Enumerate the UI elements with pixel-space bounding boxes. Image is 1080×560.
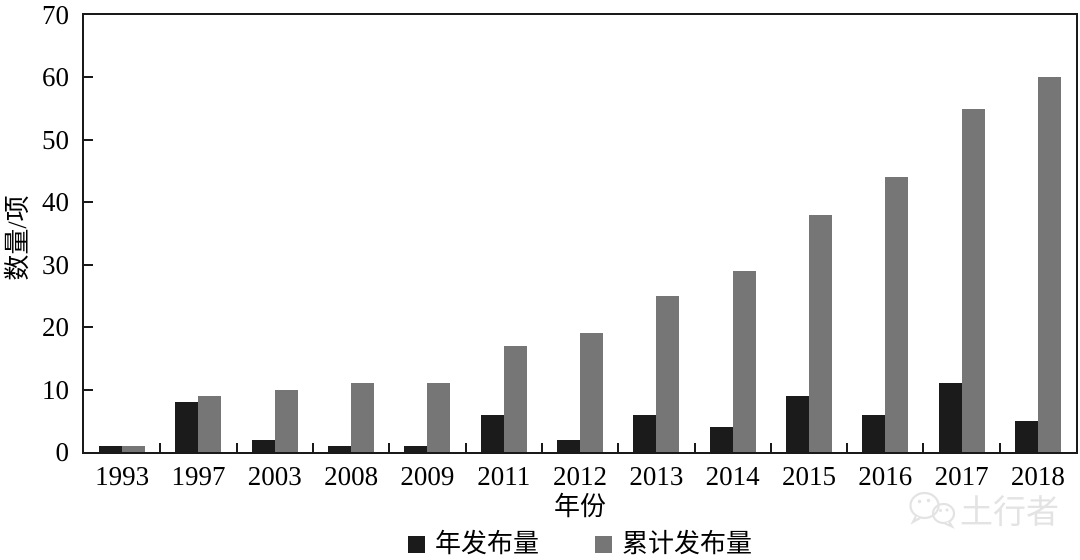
y-tick-20 xyxy=(84,326,93,329)
x-tick-label-2012: 2012 xyxy=(553,461,608,491)
legend-label-annual: 年发布量 xyxy=(434,529,539,558)
legend: 年发布量 累计发布量 xyxy=(82,529,1078,559)
bar-annual-2003 xyxy=(251,439,275,452)
bar-cumulative-2003 xyxy=(274,389,298,452)
x-tick-label-2008: 2008 xyxy=(324,461,379,491)
bar-annual-2017 xyxy=(938,383,962,452)
bar-annual-2012 xyxy=(557,439,581,452)
bar-cumulative-2008 xyxy=(351,383,375,452)
x-tick-7 xyxy=(617,443,620,452)
y-tick-label-10: 10 xyxy=(42,374,69,405)
bar-group-2008 xyxy=(313,15,389,452)
bar-group-2003 xyxy=(237,15,313,452)
x-tick-8 xyxy=(693,443,696,452)
x-tick-label-2017: 2017 xyxy=(934,461,989,491)
x-tick-label-2009: 2009 xyxy=(400,461,455,491)
bar-cumulative-2015 xyxy=(808,214,832,452)
y-tick-label-50: 50 xyxy=(42,124,69,155)
x-tick-2 xyxy=(235,443,238,452)
x-axis-title: 年份 xyxy=(553,492,606,521)
x-tick-label-2013: 2013 xyxy=(629,461,684,491)
x-tick-4 xyxy=(388,443,391,452)
legend-item-annual: 年发布量 xyxy=(407,529,539,558)
bar-cumulative-2016 xyxy=(885,177,909,452)
x-tick-label-2016: 2016 xyxy=(858,461,913,491)
bar-group-1997 xyxy=(160,15,236,452)
x-tick-12 xyxy=(998,443,1001,452)
y-tick-40 xyxy=(84,201,93,204)
x-tick-1 xyxy=(159,443,162,452)
x-tick-label-2018: 2018 xyxy=(1010,461,1065,491)
x-tick-3 xyxy=(311,443,314,452)
bar-cumulative-1997 xyxy=(198,395,222,452)
bar-annual-1997 xyxy=(175,402,199,452)
bar-annual-2014 xyxy=(709,427,733,452)
x-tick-9 xyxy=(769,443,772,452)
bar-cumulative-1993 xyxy=(122,445,146,452)
x-tick-label-2014: 2014 xyxy=(705,461,760,491)
bar-annual-2015 xyxy=(785,395,809,452)
x-tick-label-1997: 1997 xyxy=(171,461,226,491)
bar-cumulative-2014 xyxy=(732,271,756,452)
bar-annual-2008 xyxy=(328,445,352,452)
y-tick-label-0: 0 xyxy=(55,437,70,467)
x-tick-6 xyxy=(540,443,543,452)
bar-group-2018 xyxy=(1000,15,1076,452)
y-tick-label-40: 40 xyxy=(42,187,69,218)
x-tick-label-2011: 2011 xyxy=(477,461,531,491)
x-tick-label-2003: 2003 xyxy=(247,461,302,491)
y-tick-label-60: 60 xyxy=(42,62,69,93)
bar-annual-2018 xyxy=(1014,420,1038,452)
y-tick-label-70: 70 xyxy=(42,0,69,30)
bar-group-2017 xyxy=(923,15,999,452)
y-tick-60 xyxy=(84,76,93,79)
legend-item-cumulative: 累计发布量 xyxy=(595,530,752,558)
bar-annual-2011 xyxy=(480,414,504,452)
bar-group-2013 xyxy=(618,15,694,452)
bar-cumulative-2009 xyxy=(427,383,451,452)
x-tick-label-1993: 1993 xyxy=(95,461,150,491)
y-tick-10 xyxy=(84,388,93,391)
watermark: 土行者 xyxy=(907,488,1059,531)
x-tick-10 xyxy=(846,443,849,452)
bar-cumulative-2013 xyxy=(656,295,680,452)
bar-annual-2013 xyxy=(633,414,657,452)
bar-group-2011 xyxy=(466,15,542,452)
bar-group-2015 xyxy=(771,15,847,452)
bar-group-1993 xyxy=(84,15,160,452)
bar-annual-1993 xyxy=(99,445,123,452)
bar-groups xyxy=(84,15,1076,452)
bar-group-2016 xyxy=(847,15,923,452)
bar-annual-2009 xyxy=(404,445,428,452)
y-tick-30 xyxy=(84,263,93,266)
x-tick-label-2015: 2015 xyxy=(781,461,836,491)
x-tick-5 xyxy=(464,443,467,452)
bar-cumulative-2011 xyxy=(503,345,527,452)
plot-area xyxy=(82,13,1078,454)
bar-cumulative-2012 xyxy=(580,333,604,452)
legend-swatch-annual xyxy=(407,535,425,553)
y-tick-label-20: 20 xyxy=(42,312,69,343)
legend-label-cumulative: 累计发布量 xyxy=(622,529,753,558)
y-tick-50 xyxy=(84,138,93,141)
bar-group-2012 xyxy=(542,15,618,452)
bar-cumulative-2018 xyxy=(1037,77,1061,452)
watermark-text: 土行者 xyxy=(960,495,1059,531)
bar-group-2009 xyxy=(389,15,465,452)
y-tick-label-30: 30 xyxy=(42,249,69,280)
bar-group-2014 xyxy=(695,15,771,452)
bar-annual-2016 xyxy=(862,414,886,452)
x-axis-tick-labels: 1993 1997 2003 2008 2009 2011 2012 2013 2014 2015… xyxy=(84,460,1076,492)
bar-cumulative-2017 xyxy=(961,108,985,452)
x-tick-11 xyxy=(922,443,925,452)
wechat-icon xyxy=(907,489,957,529)
legend-swatch-cumulative xyxy=(595,535,612,553)
